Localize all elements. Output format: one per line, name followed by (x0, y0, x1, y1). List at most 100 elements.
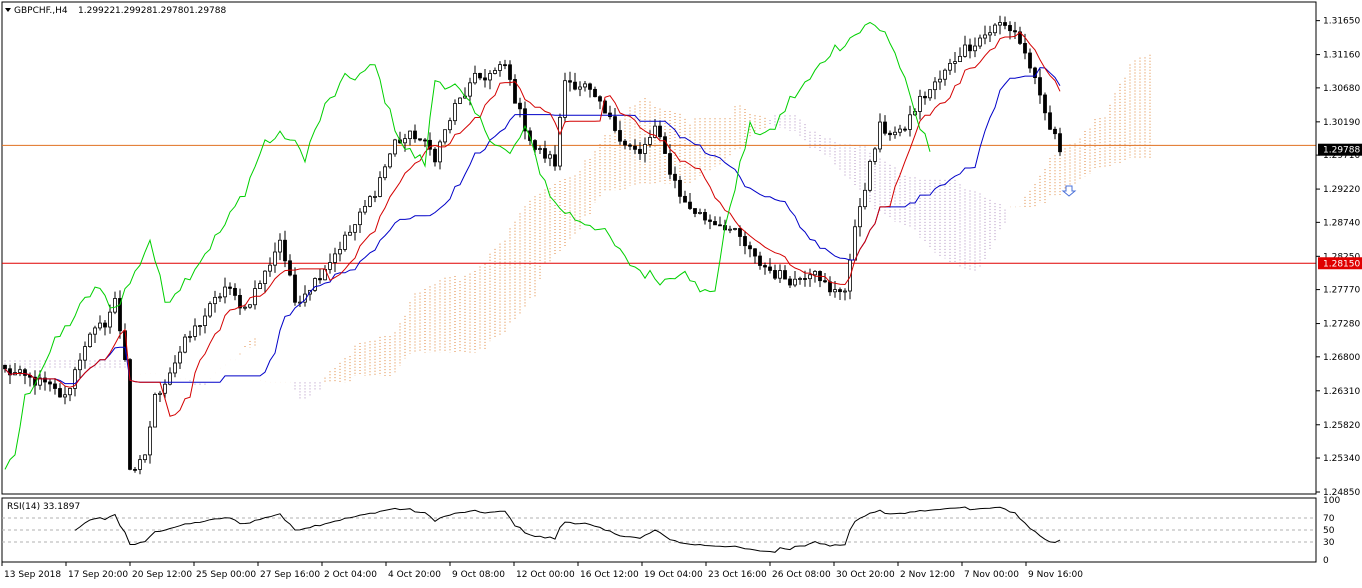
rsi-label: RSI(14) 33.1897 (7, 502, 80, 512)
current-price-label: 1.29788 (1323, 146, 1360, 156)
candle-body-80 (403, 138, 407, 144)
candle-body-170 (853, 226, 857, 261)
candle-body-126 (633, 145, 637, 150)
candle-body-127 (638, 148, 642, 154)
candle-body-154 (773, 270, 777, 279)
candle-body-205 (1028, 52, 1032, 69)
candle-37 (188, 330, 192, 343)
candle-body-82 (413, 130, 417, 140)
candle-146 (733, 227, 737, 231)
candle-body-91 (458, 97, 462, 104)
candle-body-190 (953, 61, 957, 64)
candle-49 (248, 304, 252, 309)
candle-body-21 (108, 311, 112, 328)
candle-body-211 (1058, 133, 1062, 153)
candle-body-65 (328, 262, 332, 270)
candle-body-15 (78, 359, 82, 371)
candle-111 (558, 113, 562, 171)
candle-180 (903, 126, 907, 132)
candle-body-179 (898, 128, 902, 133)
candle-194 (973, 37, 977, 58)
candle-78 (393, 138, 397, 157)
candle-149 (748, 241, 752, 258)
candle-192 (963, 35, 967, 58)
candle-102 (513, 74, 517, 104)
price-axis: 1.31650 1.31160 1.30680 1.30190 1.29710 1.292… (1315, 2, 1362, 498)
candle-body-168 (843, 290, 847, 293)
candle-136 (683, 190, 687, 203)
candle-body-178 (893, 131, 897, 136)
candle-10 (53, 378, 57, 395)
candle-body-151 (758, 255, 762, 266)
candle-73 (368, 195, 372, 208)
candle-77 (388, 153, 392, 169)
candle-body-4 (23, 369, 27, 376)
candle-183 (918, 89, 922, 120)
candle-body-210 (1053, 128, 1057, 135)
price-tick-label-11: 1.26310 (1323, 387, 1360, 397)
time-tick-label-12: 26 Oct 08:00 (772, 570, 831, 580)
candle-157 (788, 275, 792, 289)
candle-body-164 (823, 280, 827, 283)
price-tick-label-14: 1.24850 (1323, 488, 1360, 498)
candle-body-52 (263, 270, 267, 284)
candle-body-195 (978, 37, 982, 47)
close-value: 1.29788 (189, 6, 226, 16)
candle-body-135 (678, 179, 682, 197)
candle-body-54 (273, 251, 277, 266)
candle-38 (193, 318, 197, 341)
candle-70 (353, 224, 357, 241)
rsi-panel: RSI(14) 33.1897 100 70 50 30 0 (1, 496, 1340, 566)
candle-body-116 (583, 83, 587, 88)
candle-body-73 (368, 196, 372, 207)
candle-body-106 (533, 140, 537, 150)
time-tick-label-16: 9 Nov 16:00 (1028, 570, 1083, 580)
candle-150 (753, 248, 757, 264)
candle-body-63 (318, 278, 322, 281)
candle-168 (843, 288, 847, 301)
candle-body-188 (943, 69, 947, 80)
candle-body-202 (1013, 30, 1017, 33)
candle-153 (768, 258, 772, 274)
candle-17 (88, 332, 92, 348)
time-tick-label-7: 9 Oct 08:00 (452, 570, 505, 580)
candle-179 (898, 124, 902, 137)
candle-body-155 (778, 270, 782, 279)
candle-125 (628, 143, 632, 151)
candle-body-136 (683, 195, 687, 203)
candle-body-198 (993, 24, 997, 34)
candle-body-181 (908, 114, 912, 130)
candle-148 (743, 230, 747, 255)
time-tick-label-13: 30 Oct 20:00 (836, 570, 895, 580)
time-tick-label-5: 2 Oct 04:00 (324, 570, 377, 580)
time-tick-label-6: 4 Oct 20:00 (388, 570, 441, 580)
candle-body-26 (133, 468, 137, 471)
candle-129 (648, 130, 652, 148)
dropdown-triangle-icon[interactable] (5, 8, 11, 12)
candle-123 (618, 121, 622, 145)
candle-body-35 (178, 351, 182, 364)
candle-body-70 (353, 224, 357, 233)
price-tick-label-8: 1.27770 (1323, 286, 1360, 296)
candle-117 (588, 82, 592, 98)
time-tick-label-9: 16 Oct 12:00 (580, 570, 639, 580)
candle-67 (338, 241, 342, 262)
candle-55 (278, 233, 282, 261)
rsi-line-layer (74, 506, 1061, 553)
candle-98 (493, 67, 497, 75)
candle-40 (203, 308, 207, 334)
candle-body-94 (473, 72, 477, 84)
candle-body-36 (183, 336, 187, 353)
candle-body-107 (538, 148, 542, 150)
current-price-tag (1318, 143, 1362, 156)
candle-69 (348, 225, 352, 236)
candle-body-138 (693, 208, 697, 214)
candle-body-10 (53, 383, 57, 389)
candle-187 (938, 70, 942, 90)
candle-body-37 (188, 336, 192, 338)
candle-body-66 (333, 253, 337, 263)
candle-body-8 (43, 377, 47, 383)
candle-197 (988, 25, 992, 42)
candle-21 (108, 304, 112, 334)
candle-body-191 (958, 55, 962, 63)
